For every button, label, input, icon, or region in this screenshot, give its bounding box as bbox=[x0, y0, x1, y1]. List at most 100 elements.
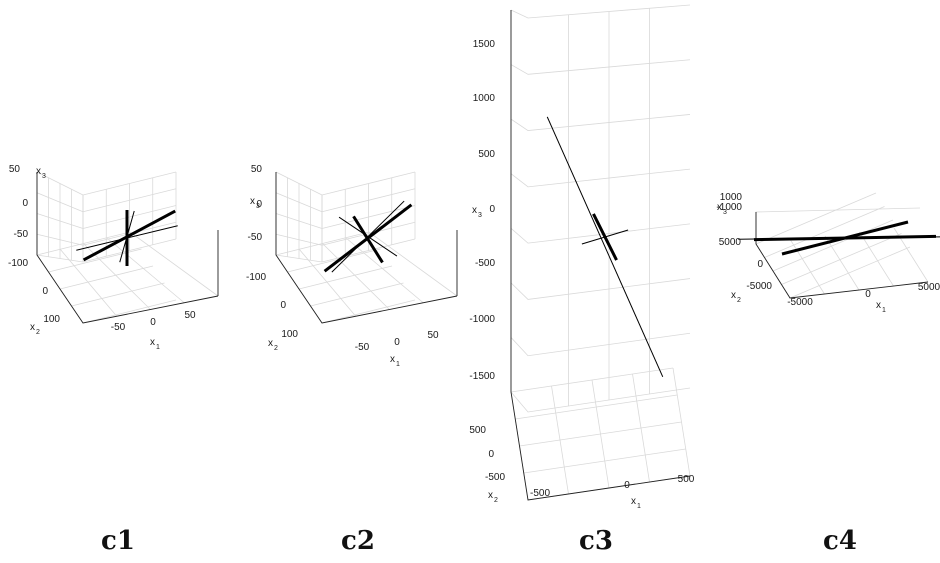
grid-line bbox=[510, 168, 691, 188]
x-tick-label: 5000 bbox=[918, 282, 940, 293]
data-line-thick bbox=[352, 215, 384, 264]
data-line-thin bbox=[331, 200, 405, 273]
grid-line bbox=[82, 221, 177, 246]
z-tick-label: -50 bbox=[14, 229, 29, 240]
y-tick-label: 500 bbox=[469, 425, 486, 436]
grid-line bbox=[772, 219, 894, 272]
grid-line bbox=[82, 171, 177, 196]
z-tick-label: 50 bbox=[251, 164, 263, 175]
grid-line bbox=[764, 206, 885, 258]
z-tick-label: -500 bbox=[475, 258, 495, 269]
grid-line bbox=[321, 221, 416, 246]
grid-lines bbox=[275, 171, 458, 324]
grid-line bbox=[287, 248, 381, 273]
y-tick-label: 0 bbox=[488, 449, 494, 460]
grid-line bbox=[82, 299, 177, 324]
z-tick-label: 0 bbox=[256, 199, 262, 210]
grid-line bbox=[321, 171, 416, 196]
y-tick-label: 5000 bbox=[719, 237, 742, 248]
grid-line bbox=[510, 332, 691, 357]
x-tick-label: 50 bbox=[427, 330, 439, 341]
data-lines bbox=[546, 116, 664, 378]
grid-line bbox=[510, 59, 691, 75]
y-tick-label: 0 bbox=[42, 286, 48, 297]
grid-line bbox=[59, 248, 118, 317]
x-axis-label: x bbox=[631, 496, 636, 507]
y-tick-label: 100 bbox=[43, 314, 60, 325]
x-tick-label: 0 bbox=[624, 480, 630, 491]
z-axis-label: x bbox=[36, 166, 41, 177]
x-tick-label: 0 bbox=[865, 289, 871, 300]
x-tick-label: -5000 bbox=[787, 297, 813, 308]
grid-line bbox=[523, 448, 686, 474]
data-lines bbox=[323, 200, 413, 273]
y-axis-label-subscript: 2 bbox=[494, 497, 498, 504]
axis-frame bbox=[36, 172, 219, 324]
grid-line bbox=[129, 231, 219, 297]
data-line-thin bbox=[119, 210, 135, 263]
x-tick-label: 0 bbox=[394, 337, 400, 348]
grid-line bbox=[510, 114, 691, 131]
grid-line bbox=[106, 237, 185, 304]
x-tick-label: -50 bbox=[355, 342, 370, 353]
x-axis-label: x bbox=[390, 354, 395, 365]
grid-line bbox=[672, 367, 691, 477]
y-tick-label: -5000 bbox=[746, 281, 772, 292]
z-axis-label-subscript: 3 bbox=[478, 212, 482, 219]
y-tick-label: -100 bbox=[246, 272, 266, 283]
data-line-thick bbox=[82, 209, 176, 262]
z-tick-label: -50 bbox=[248, 232, 263, 243]
z-tick-label: 500 bbox=[478, 149, 495, 160]
grid-line bbox=[591, 379, 610, 489]
z-tick-label: 1000 bbox=[473, 93, 496, 104]
grid-line bbox=[368, 231, 458, 297]
x-tick-label: -500 bbox=[530, 488, 550, 499]
data-line-thin bbox=[738, 236, 940, 240]
data-line-thin bbox=[546, 116, 664, 378]
grid-line bbox=[789, 246, 911, 299]
y-tick-label: -500 bbox=[485, 472, 505, 483]
axis-frame bbox=[275, 172, 458, 324]
grid-line bbox=[82, 205, 177, 229]
grid-line bbox=[321, 205, 416, 229]
axis-frame bbox=[755, 212, 929, 299]
panel-label-c2: c2 bbox=[341, 526, 375, 556]
data-lines bbox=[738, 220, 940, 256]
axis-frame bbox=[510, 10, 691, 501]
grid-line bbox=[321, 299, 416, 324]
grid-line bbox=[510, 278, 691, 300]
plot-panel-c3: -500 0 500 500 0 -500 1500 1000 500 0 -500 -1000 -15… bbox=[469, 4, 695, 510]
z-axis-label: x bbox=[717, 202, 722, 213]
y-tick-label: 0 bbox=[280, 300, 286, 311]
x-axis-label: x bbox=[876, 300, 881, 311]
y-axis-label-subscript: 2 bbox=[36, 329, 40, 336]
x-axis-label-subscript: 1 bbox=[396, 361, 400, 368]
y-axis-label: x bbox=[268, 338, 273, 349]
z-axis-label: x bbox=[250, 196, 255, 207]
axis-lines bbox=[36, 172, 219, 324]
grid-lines bbox=[755, 192, 929, 299]
panel-label-c1: c1 bbox=[101, 526, 135, 556]
axis-lines bbox=[275, 172, 458, 324]
x-tick-label: 500 bbox=[678, 474, 695, 485]
grid-line bbox=[298, 265, 393, 290]
z-tick-label: 0 bbox=[22, 198, 28, 209]
z-tick-label: -1500 bbox=[469, 371, 495, 382]
z-tick-label: 0 bbox=[489, 204, 495, 215]
y-axis-label-subscript: 2 bbox=[737, 297, 741, 304]
grid-line bbox=[82, 188, 177, 213]
z-tick-label: -1000 bbox=[716, 202, 742, 213]
y-tick-label: 100 bbox=[281, 329, 298, 340]
grid-line bbox=[781, 233, 902, 285]
x-tick-label: 0 bbox=[150, 317, 156, 328]
grid-line bbox=[859, 231, 894, 287]
y-tick-label: 0 bbox=[757, 259, 763, 270]
y-axis-label-subscript: 2 bbox=[274, 345, 278, 352]
grid-lines bbox=[510, 4, 691, 501]
z-tick-label: 50 bbox=[9, 164, 21, 175]
grid-line bbox=[755, 192, 877, 245]
